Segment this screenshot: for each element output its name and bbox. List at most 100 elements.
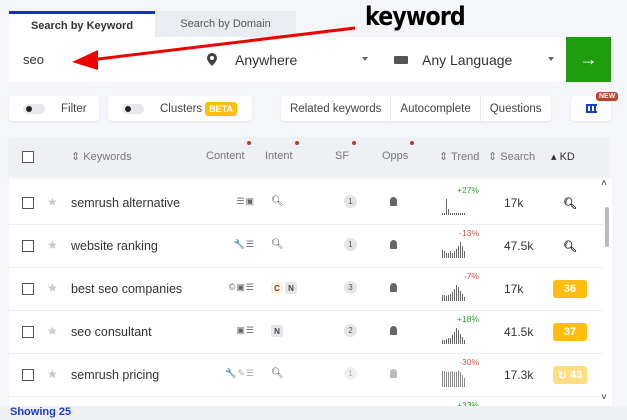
tab-search-by-domain[interactable]: Search by Domain: [155, 11, 296, 37]
row-checkbox[interactable]: [22, 283, 34, 295]
trend-bar: [456, 248, 457, 258]
keywords-table: ★ semrush alternative ☰▣ 🔍︎ 1 +27% 17k 🔍︎…: [9, 137, 603, 406]
intent-badge: N: [285, 282, 297, 294]
sf-count[interactable]: 3: [344, 281, 357, 294]
trend-bar: [446, 199, 447, 215]
keyword-type-group: Related keywords Autocomplete Questions: [281, 96, 551, 121]
related-keywords-button[interactable]: Related keywords: [281, 96, 392, 121]
col-content[interactable]: Content: [206, 150, 245, 162]
trend-sparkline: [442, 284, 480, 301]
search-button[interactable]: →: [566, 37, 611, 82]
questions-button[interactable]: Questions: [489, 102, 542, 115]
search-volume: 41.5k: [504, 325, 534, 339]
col-keywords[interactable]: ⇕ Keywords: [71, 151, 132, 163]
col-search[interactable]: ⇕ Search: [488, 151, 536, 163]
language-select[interactable]: Any Language: [380, 37, 566, 82]
sf-count[interactable]: 2: [344, 324, 357, 337]
col-sf[interactable]: SF: [335, 150, 350, 162]
trend-bar: [456, 285, 457, 301]
sf-count[interactable]: 1: [344, 367, 357, 380]
kd-badge: ↻ 43: [553, 366, 587, 384]
table-row[interactable]: ★ semrush alternative ☰▣ 🔍︎ 1 +27% 17k 🔍︎: [9, 182, 603, 225]
trend-bar: [458, 246, 459, 258]
refresh-icon[interactable]: ↻: [557, 369, 571, 382]
trend-bar: [460, 291, 461, 301]
table-row[interactable]: ★ website ranking 🔧☰ 🔍︎ 1 -13% 47.5k 🔍︎: [9, 225, 603, 268]
search-volume: 47.5k: [504, 239, 534, 253]
star-icon[interactable]: ★: [47, 281, 58, 295]
trend-bar: [456, 213, 457, 215]
location-value: Anywhere: [235, 51, 298, 68]
tab-search-by-keyword[interactable]: Search by Keyword: [9, 11, 155, 37]
scrollbar[interactable]: [603, 177, 612, 406]
star-icon[interactable]: ★: [47, 367, 58, 381]
kd-search-icon[interactable]: 🔍︎: [563, 197, 577, 210]
trend-bar: [452, 292, 453, 301]
row-checkbox[interactable]: [22, 326, 34, 338]
chevron-down-icon: [362, 57, 368, 61]
keyword-link[interactable]: website ranking: [71, 239, 158, 253]
trend-bar: [462, 246, 463, 258]
autocomplete-button[interactable]: Autocomplete: [391, 96, 481, 121]
keyword-link[interactable]: semrush pricing: [71, 368, 160, 382]
intent-cell: 🔍︎: [271, 239, 284, 250]
table-row[interactable]: ★ seo consultant ▣☰ N 2 +18% 41.5k 37: [9, 311, 603, 354]
arrow-right-icon: →: [579, 49, 598, 69]
kd-search-icon[interactable]: 🔍︎: [563, 240, 577, 253]
new-dot: [295, 141, 299, 145]
star-icon[interactable]: ★: [47, 324, 58, 338]
keyword-link[interactable]: semrush alternative: [71, 196, 181, 210]
keyword-value: seo: [23, 52, 44, 67]
col-trend[interactable]: ⇕ Trend: [439, 151, 480, 163]
trend-bar: [454, 331, 455, 344]
trend-bar: [454, 213, 455, 215]
star-icon[interactable]: ★: [47, 238, 58, 252]
trend-bar: [450, 337, 451, 344]
trend-bar: [444, 294, 445, 301]
trend-percent: -30%: [459, 357, 479, 367]
new-badge: NEW: [596, 92, 619, 101]
select-all-checkbox[interactable]: [22, 151, 34, 163]
sf-count[interactable]: 1: [344, 238, 357, 251]
table-row[interactable]: ★ seo agency ☰▣⌂ N 2 +33% 81k46: [9, 397, 603, 406]
scroll-up-icon[interactable]: ˄: [601, 178, 607, 189]
table-row[interactable]: ★ semrush pricing 🔧✎☰ 🔍︎ 1 -30% 17.3k ↻ 4…: [9, 354, 603, 397]
trend-sparkline: [442, 370, 480, 387]
content-icons: ▣☰: [236, 325, 255, 335]
trend-bar: [444, 251, 445, 258]
filter-toggle[interactable]: Filter: [9, 96, 99, 121]
trend-bar: [446, 296, 447, 301]
keyword-link[interactable]: best seo companies: [71, 282, 183, 296]
toggle-switch[interactable]: [23, 103, 45, 114]
trend-bar: [464, 213, 465, 215]
location-pin-icon: [207, 53, 217, 66]
trend-sparkline: [442, 327, 480, 344]
trend-bar: [442, 371, 443, 387]
clusters-label: Clusters: [160, 102, 203, 115]
col-opps[interactable]: Opps: [382, 150, 409, 162]
trend-bar: [464, 378, 465, 387]
trend-bar: [444, 340, 445, 344]
row-checkbox[interactable]: [22, 240, 34, 252]
trend-bar: [450, 213, 451, 215]
trend-bar: [448, 337, 449, 344]
clusters-toggle[interactable]: Clusters BETA: [108, 96, 252, 121]
keyword-link[interactable]: seo consultant: [71, 325, 152, 339]
kd-badge: 37: [553, 323, 587, 341]
row-checkbox[interactable]: [22, 369, 34, 381]
star-icon[interactable]: ★: [47, 195, 58, 209]
search-icon: 🔍︎: [271, 368, 284, 379]
col-intent[interactable]: Intent: [265, 150, 293, 162]
col-kd[interactable]: ▴ KD: [551, 151, 575, 163]
new-dot: [247, 141, 251, 145]
scroll-down-icon[interactable]: ˅: [601, 392, 607, 403]
scrollbar-thumb[interactable]: [605, 207, 609, 247]
sf-count[interactable]: 1: [344, 195, 357, 208]
trend-bar: [446, 372, 447, 387]
trend-bar: [460, 334, 461, 344]
ghost-icon: [390, 240, 397, 249]
row-checkbox[interactable]: [22, 197, 34, 209]
toggle-switch[interactable]: [122, 103, 144, 114]
